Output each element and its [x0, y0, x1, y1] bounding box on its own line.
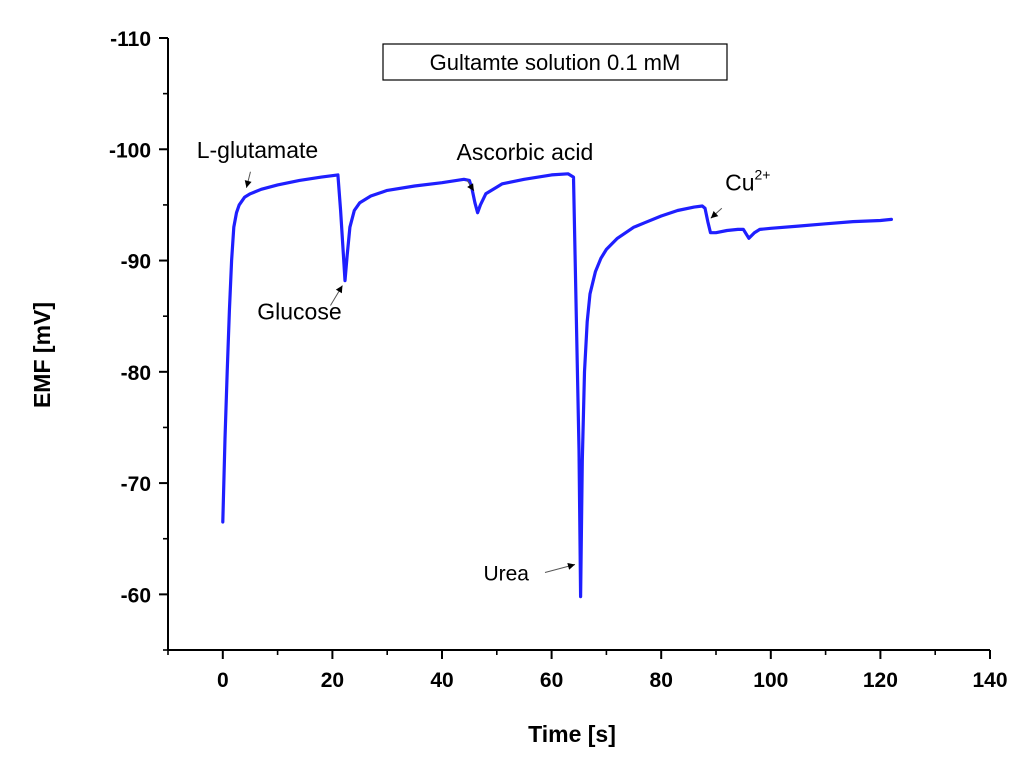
- y-tick-label: -70: [121, 473, 151, 496]
- y-tick-label: -90: [121, 251, 151, 274]
- y-axis-title: EMF [mV]: [29, 302, 55, 408]
- title-frame: [382, 43, 728, 81]
- y-tick-label: -60: [121, 584, 151, 607]
- chart-title: Gultamte solution 0.1 mM: [430, 50, 681, 75]
- annotation-label: Cu2+: [725, 166, 770, 195]
- x-tick-label: 100: [753, 669, 788, 692]
- annotation-arrowhead: [244, 180, 252, 188]
- x-tick-label: 60: [540, 669, 563, 692]
- plot-area: [221, 172, 893, 599]
- x-tick-label: 0: [217, 669, 229, 692]
- y-tick-label: -80: [121, 362, 151, 385]
- x-tick-label: 80: [650, 669, 673, 692]
- annotation: Glucose: [257, 285, 343, 324]
- annotation-label: L-glutamate: [197, 137, 318, 163]
- annotation: L-glutamate: [197, 137, 318, 188]
- x-tick-label: 20: [321, 669, 344, 692]
- annotation-label: Urea: [483, 563, 529, 586]
- x-tick-label: 140: [972, 669, 1007, 692]
- chart-title-box: Gultamte solution 0.1 mM: [382, 43, 728, 81]
- x-tick-label: 40: [430, 669, 453, 692]
- annotation-label: Glucose: [257, 298, 341, 324]
- x-axis-title: Time [s]: [528, 721, 616, 747]
- y-tick-label: -100: [109, 139, 151, 162]
- annotation-label: Ascorbic acid: [456, 139, 593, 165]
- annotation-superscript: 2+: [754, 166, 770, 182]
- annotation-arrowhead: [710, 210, 719, 219]
- series-line: [221, 172, 893, 599]
- annotation: Cu2+: [710, 166, 770, 219]
- annotation-arrowhead: [335, 285, 343, 294]
- axes: 0 20 40 60 80 100 120 140 -60 -70 -80 -90 -100 -110: [109, 28, 1008, 692]
- annotation-arrowhead: [567, 562, 575, 570]
- x-tick-label: 120: [863, 669, 898, 692]
- annotation: Urea: [483, 562, 576, 586]
- annotation-arrowhead: [467, 183, 474, 192]
- annotations: L-glutamate Glucose Ascorbic acid Urea Cu2+: [197, 137, 771, 586]
- y-tick-label: -110: [110, 28, 151, 51]
- annotation: Ascorbic acid: [456, 139, 593, 192]
